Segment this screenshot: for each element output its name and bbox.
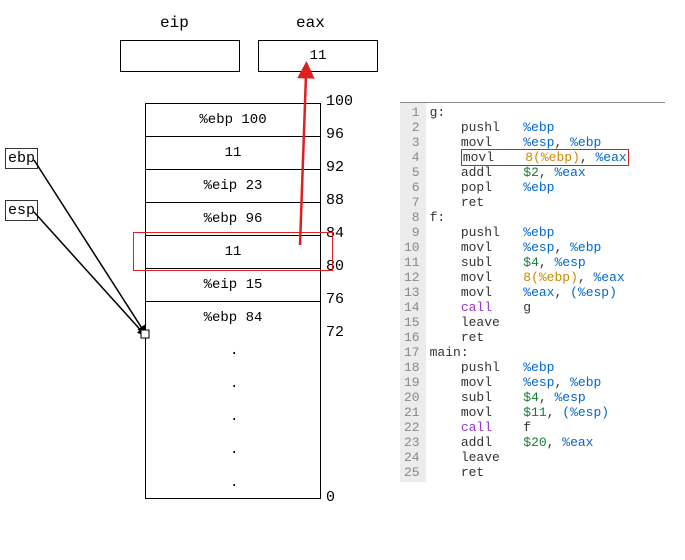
stack-ellipsis: . (230, 376, 238, 392)
stack-address: 84 (326, 225, 344, 242)
stack-address: 76 (326, 291, 344, 308)
stack-ellipsis: . (230, 475, 238, 491)
stack-cell: %eip 23 (145, 169, 321, 202)
stack-address: 88 (326, 192, 344, 209)
stack-address: 92 (326, 159, 344, 176)
stack-ellipsis: . (230, 442, 238, 458)
eip-label: eip (160, 14, 189, 32)
eax-register: 11 (258, 40, 378, 72)
eax-value: 11 (310, 48, 327, 64)
code-line-numbers: 1 2 3 4 5 6 7 8 9 10 11 12 13 14 15 16 1… (400, 103, 426, 482)
code-panel: 1 2 3 4 5 6 7 8 9 10 11 12 13 14 15 16 1… (400, 102, 665, 482)
stack-cell: %eip 15 (145, 268, 321, 301)
stack-address: 0 (326, 489, 335, 506)
stack-address: 100 (326, 93, 353, 110)
stack-cell: 11 (145, 136, 321, 169)
stack-cell: %ebp 96 (145, 202, 321, 235)
code-body: g: pushl %ebp movl %esp, %ebp movl 8(%eb… (426, 103, 633, 482)
stack-cell: 11 (145, 235, 321, 268)
eip-register (120, 40, 240, 72)
stack-ellipsis: . (230, 343, 238, 359)
esp-pointer-label: esp (5, 200, 38, 221)
eax-label: eax (296, 14, 325, 32)
stack-cell: %ebp 84 (145, 301, 321, 334)
stack-address: 80 (326, 258, 344, 275)
ebp-pointer-label: ebp (5, 148, 38, 169)
stack-ellipsis: . (230, 409, 238, 425)
stack: %ebp 10011%eip 23%ebp 9611%eip 15%ebp 84 (145, 103, 321, 499)
stack-address: 96 (326, 126, 344, 143)
stack-address: 72 (326, 324, 344, 341)
stack-cell: %ebp 100 (145, 103, 321, 136)
